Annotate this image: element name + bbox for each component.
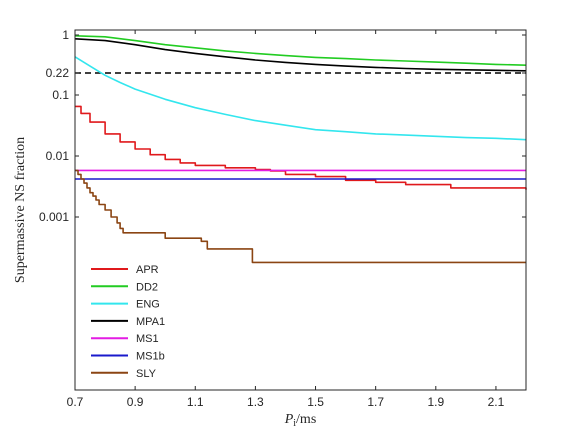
series-line-sly	[75, 169, 526, 264]
legend-label-eng: ENG	[136, 299, 160, 311]
y-tick-label: 0.22	[46, 66, 70, 80]
series-layer	[74, 35, 527, 264]
x-axis-title-part: i	[293, 418, 296, 429]
y-tick-label: 0.001	[39, 210, 69, 224]
legend-label-mpa1: MPA1	[136, 316, 165, 328]
plot-frame	[74, 29, 527, 391]
x-tick-label: 1.7	[367, 395, 384, 409]
y-tick-label: 0.1	[52, 88, 69, 102]
series-line-apr	[75, 105, 527, 190]
legend-label-sly: SLY	[136, 368, 157, 380]
series-line-eng	[74, 56, 527, 141]
legend: APR DD2 ENG MPA1 MS1 MS1b SLY	[91, 264, 165, 380]
x-tick-label: 2.1	[488, 395, 505, 409]
series-line-dd2	[74, 35, 527, 66]
x-axis-title-part: /ms	[296, 412, 316, 427]
legend-label-dd2: DD2	[136, 281, 158, 293]
x-tick-label: 0.7	[67, 395, 84, 409]
x-tick-label: 0.9	[127, 395, 144, 409]
y-tick-label: 1	[62, 28, 69, 42]
x-tick-label: 1.5	[307, 395, 324, 409]
ticks-layer: 0.7 0.9 1.1 1.3 1.5 1.7 1.9 2.1 1 0.22 0.1 0.01 0.00…	[39, 28, 526, 409]
y-tick-label: 0.01	[46, 149, 70, 163]
series-line-mpa1	[74, 38, 527, 72]
x-axis-title-part: P	[284, 412, 294, 427]
legend-label-ms1: MS1	[136, 333, 159, 345]
x-axis-title: Pi/ms	[284, 412, 317, 429]
legend-label-apr: APR	[136, 264, 159, 276]
legend-label-ms1b: MS1b	[136, 351, 165, 363]
y-axis-title: Supermassive NS fraction	[13, 137, 28, 283]
x-tick-label: 1.1	[187, 395, 204, 409]
x-tick-label: 1.9	[427, 395, 444, 409]
x-tick-label: 1.3	[247, 395, 264, 409]
plot-area	[75, 30, 526, 390]
